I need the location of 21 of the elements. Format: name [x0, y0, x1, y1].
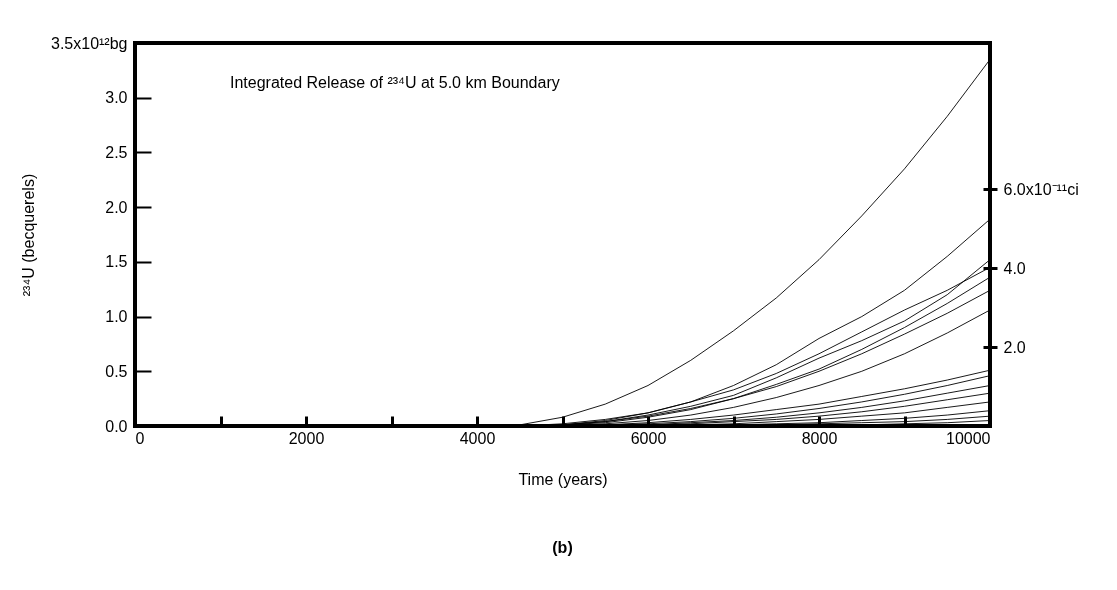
y2-tick-label: 6.0x10⁻¹¹ci: [1003, 180, 1079, 198]
y-tick-label: 0.5: [105, 362, 128, 380]
x-tick-label: 6000: [630, 429, 667, 447]
y2-tick-label: 4.0: [1003, 259, 1026, 277]
y-axis-title: ²³⁴U (becquerels): [20, 173, 38, 297]
x-tick-label: 0: [135, 429, 145, 447]
y-tick-label: 2.0: [105, 198, 128, 216]
y-tick-label: 3.0: [105, 89, 128, 107]
x-tick-label: 8000: [801, 429, 838, 447]
y-tick-label: 2.5: [105, 143, 128, 161]
text: Integrated Release of ²³⁴U at 5.0 km Boundary: [230, 74, 560, 91]
x-tick-label: 4000: [459, 429, 496, 447]
y2-tick-label: 2.0: [1003, 338, 1026, 356]
x-tick-label: 2000: [288, 429, 325, 447]
y-tick-label: 1.0: [105, 308, 128, 326]
y-tick-label: 3.5x10¹²bg: [51, 34, 128, 52]
x-axis-title: Time (years): [518, 470, 608, 488]
y-tick-label: 0.0: [105, 417, 128, 435]
text: (b): [552, 539, 573, 556]
x-tick-label: 10000: [946, 429, 991, 447]
y-tick-label: 1.5: [105, 253, 128, 271]
